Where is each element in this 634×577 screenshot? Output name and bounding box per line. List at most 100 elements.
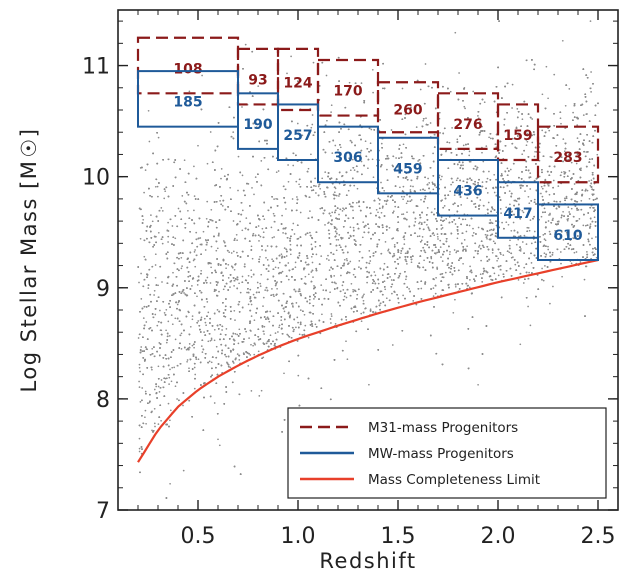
scatter-point [366, 281, 368, 284]
scatter-point [232, 250, 235, 253]
scatter-point [174, 317, 177, 320]
scatter-point [334, 144, 337, 147]
scatter-point [252, 344, 254, 347]
scatter-point [209, 339, 212, 342]
scatter-point [210, 337, 213, 340]
scatter-point [371, 68, 374, 71]
scatter-point [193, 346, 195, 349]
scatter-point [161, 210, 164, 212]
scatter-point [450, 183, 452, 186]
scatter-point [315, 185, 317, 187]
scatter-point [328, 269, 331, 271]
scatter-point [269, 334, 272, 337]
scatter-point [234, 237, 236, 240]
scatter-point [153, 422, 156, 425]
scatter-point [529, 176, 532, 178]
scatter-point [409, 185, 412, 187]
scatter-point [310, 255, 313, 258]
scatter-point [426, 223, 428, 226]
scatter-point [241, 209, 244, 212]
scatter-point [153, 294, 155, 296]
scatter-point [245, 217, 248, 219]
scatter-point [296, 122, 299, 125]
scatter-point [552, 217, 554, 220]
scatter-point [448, 141, 451, 144]
scatter-point [355, 201, 358, 204]
scatter-point [469, 270, 471, 273]
scatter-point [383, 189, 386, 192]
scatter-point [388, 226, 391, 229]
scatter-point [570, 161, 573, 164]
scatter-point [328, 259, 330, 261]
scatter-point [585, 151, 588, 153]
scatter-point [508, 251, 511, 254]
scatter-point [247, 274, 250, 277]
scatter-point [294, 266, 297, 269]
scatter-point [157, 423, 160, 425]
scatter-point [335, 282, 337, 285]
scatter-point [210, 339, 213, 341]
scatter-point [251, 187, 253, 189]
scatter-point [250, 269, 253, 272]
scatter-point [404, 252, 407, 255]
scatter-point [261, 249, 263, 251]
scatter-point [177, 301, 180, 304]
scatter-point [516, 231, 519, 234]
scatter-point [237, 189, 239, 192]
scatter-point [409, 189, 412, 191]
scatter-point [254, 176, 257, 178]
scatter-point [434, 292, 437, 295]
scatter-point [237, 342, 240, 345]
scatter-point [140, 272, 142, 275]
scatter-point [354, 240, 357, 243]
scatter-point [345, 319, 348, 321]
scatter-point [183, 292, 185, 294]
scatter-point [206, 200, 209, 203]
scatter-point [304, 275, 307, 278]
scatter-point [229, 286, 231, 288]
scatter-point [213, 328, 216, 331]
scatter-point [194, 373, 197, 376]
scatter-point [424, 63, 427, 65]
scatter-point [360, 320, 363, 323]
scatter-point [274, 266, 277, 269]
scatter-point [210, 266, 212, 269]
scatter-point [158, 342, 161, 344]
scatter-point [511, 107, 513, 109]
scatter-point [281, 214, 283, 217]
scatter-point [338, 213, 340, 216]
scatter-point [341, 284, 344, 287]
scatter-point [206, 162, 209, 165]
scatter-point [586, 189, 589, 192]
scatter-point [563, 197, 566, 200]
scatter-point [373, 271, 376, 273]
scatter-point [174, 338, 177, 341]
scatter-point [418, 235, 421, 237]
scatter-point [335, 228, 338, 230]
scatter-point [270, 226, 273, 229]
scatter-point [216, 247, 219, 250]
scatter-point [517, 279, 520, 281]
scatter-point [236, 353, 239, 355]
scatter-point [431, 181, 434, 184]
scatter-point [234, 333, 237, 335]
scatter-point [153, 289, 156, 292]
scatter-point [310, 126, 313, 129]
scatter-point [352, 209, 354, 212]
scatter-point [559, 251, 562, 253]
scatter-point [568, 88, 571, 90]
scatter-point [243, 263, 246, 265]
scatter-point [547, 97, 549, 100]
scatter-point [474, 202, 477, 205]
scatter-point [194, 249, 196, 251]
scatter-point [533, 155, 536, 158]
scatter-point [283, 247, 286, 249]
scatter-point [505, 206, 508, 209]
scatter-point [309, 231, 311, 234]
scatter-point [314, 245, 317, 248]
scatter-point [222, 288, 225, 291]
scatter-point [262, 356, 265, 359]
scatter-point [584, 224, 587, 227]
scatter-point [403, 243, 406, 245]
scatter-point [514, 263, 517, 266]
